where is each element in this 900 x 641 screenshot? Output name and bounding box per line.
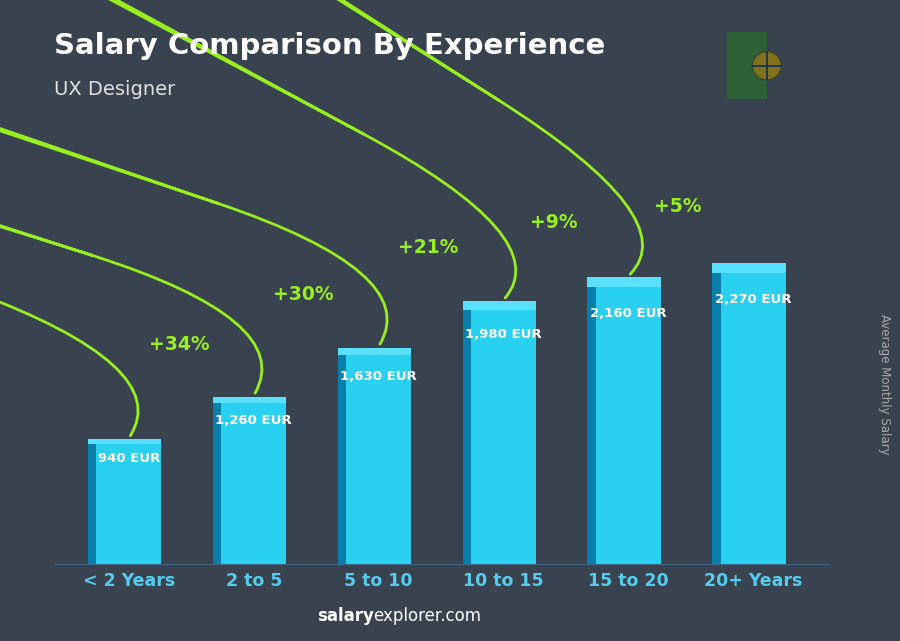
Text: UX Designer: UX Designer — [54, 80, 176, 99]
Bar — [338, 355, 346, 564]
Polygon shape — [338, 348, 411, 355]
Text: 940 EUR: 940 EUR — [98, 452, 160, 465]
Bar — [588, 287, 596, 564]
Bar — [721, 273, 786, 564]
Text: salary: salary — [317, 607, 373, 625]
Bar — [712, 273, 721, 564]
Bar — [596, 287, 661, 564]
Text: 1,980 EUR: 1,980 EUR — [465, 328, 542, 341]
Text: Average Monthly Salary: Average Monthly Salary — [878, 314, 890, 455]
Text: +34%: +34% — [148, 335, 209, 354]
Text: +30%: +30% — [274, 285, 334, 304]
Text: +5%: +5% — [654, 197, 702, 215]
Bar — [96, 444, 161, 564]
Polygon shape — [88, 439, 161, 444]
Bar — [463, 310, 471, 564]
Polygon shape — [588, 278, 661, 287]
Text: 1,260 EUR: 1,260 EUR — [215, 414, 292, 427]
Bar — [727, 32, 767, 99]
Text: 1,630 EUR: 1,630 EUR — [340, 370, 417, 383]
Bar — [221, 403, 286, 564]
Polygon shape — [212, 397, 286, 403]
Text: 2,160 EUR: 2,160 EUR — [590, 306, 667, 320]
Bar — [88, 444, 96, 564]
Bar — [212, 403, 221, 564]
Text: explorer.com: explorer.com — [374, 607, 482, 625]
Bar — [471, 310, 536, 564]
Text: +9%: +9% — [529, 213, 577, 232]
Circle shape — [752, 51, 781, 80]
Text: +21%: +21% — [399, 238, 459, 257]
Bar — [346, 355, 411, 564]
Polygon shape — [712, 263, 786, 273]
Polygon shape — [463, 301, 536, 310]
Text: 2,270 EUR: 2,270 EUR — [715, 294, 791, 306]
Text: Salary Comparison By Experience: Salary Comparison By Experience — [54, 32, 605, 60]
